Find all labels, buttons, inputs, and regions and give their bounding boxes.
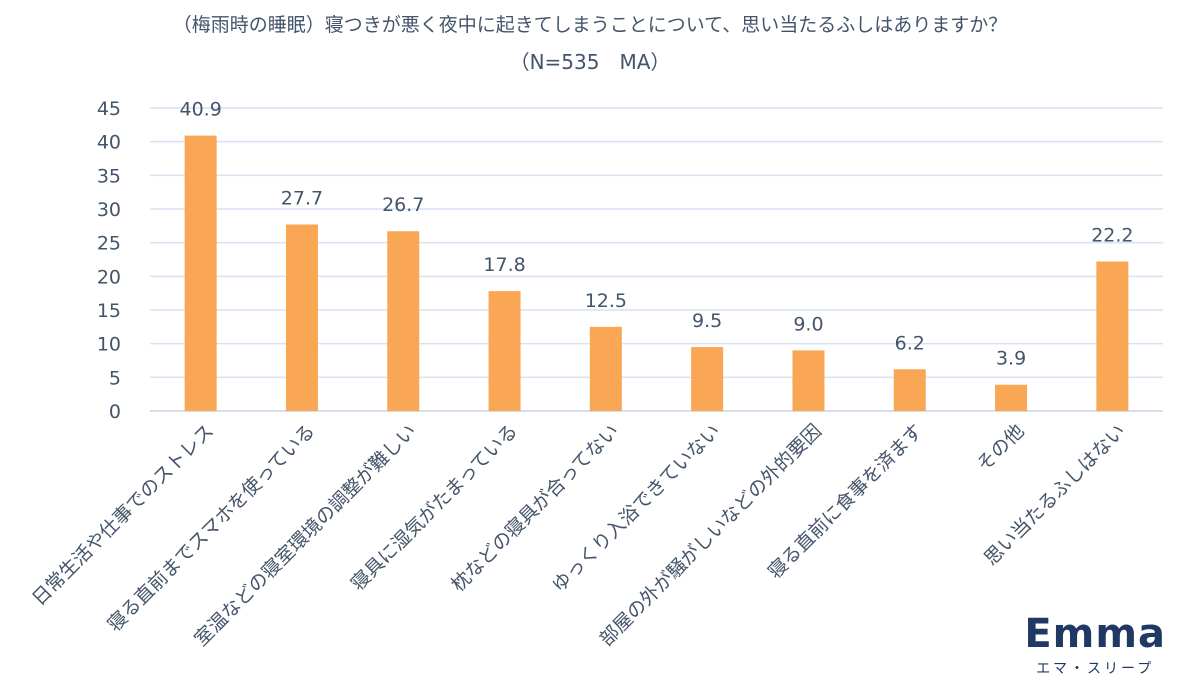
category-label: 部屋の外が騒がしいなどの外的要因 bbox=[595, 420, 826, 651]
value-label: 22.2 bbox=[1091, 225, 1133, 247]
value-label: 17.8 bbox=[483, 254, 525, 276]
value-label: 27.7 bbox=[281, 187, 323, 209]
category-label: 室温などの寝室環境の調整が難しい bbox=[190, 420, 421, 651]
bar bbox=[792, 350, 825, 411]
y-tick-label: 40 bbox=[97, 132, 121, 154]
bar bbox=[691, 347, 724, 411]
category-label: 日常生活や仕事でのストレス bbox=[28, 420, 218, 610]
value-label: 3.9 bbox=[996, 348, 1026, 370]
value-label: 9.0 bbox=[793, 313, 823, 335]
bar bbox=[285, 224, 318, 411]
chart-subtitle: （N=535 MA） bbox=[509, 50, 671, 74]
value-label: 9.5 bbox=[692, 310, 722, 332]
chart-title: （梅雨時の睡眠）寝つきが悪く夜中に起きてしまうことについて、思い当たるふしはあり… bbox=[172, 14, 1008, 36]
category-label: その他 bbox=[973, 420, 1029, 476]
y-tick-label: 45 bbox=[97, 98, 121, 120]
category-label: 寝具に湿気がたまっている bbox=[347, 420, 522, 595]
y-tick-label: 20 bbox=[97, 266, 121, 288]
value-label: 40.9 bbox=[179, 99, 221, 121]
category-label: 寝る直前までスマホを使っている bbox=[103, 420, 319, 636]
bar bbox=[488, 291, 521, 411]
y-tick-label: 35 bbox=[97, 165, 121, 187]
brand-subtitle: エマ・スリープ bbox=[1036, 661, 1155, 677]
y-tick-label: 0 bbox=[109, 401, 121, 423]
value-label: 12.5 bbox=[585, 290, 627, 312]
y-tick-label: 5 bbox=[109, 367, 121, 389]
brand-logo: Emma エマ・スリープ bbox=[1024, 614, 1166, 678]
bar bbox=[995, 384, 1028, 411]
bar bbox=[589, 326, 622, 411]
category-label: 枕などの寝具が合ってない bbox=[447, 420, 623, 596]
value-label: 26.7 bbox=[382, 194, 424, 216]
y-tick-label: 15 bbox=[97, 300, 121, 322]
brand-logo-text: Emma bbox=[1024, 611, 1166, 657]
value-label: 6.2 bbox=[895, 332, 925, 354]
y-tick-label: 25 bbox=[97, 233, 121, 255]
bar bbox=[893, 369, 926, 411]
y-tick-label: 10 bbox=[97, 334, 121, 356]
category-label: ゆっくり入浴できていない bbox=[548, 420, 725, 597]
y-tick-label: 30 bbox=[97, 199, 121, 221]
bar bbox=[387, 231, 420, 411]
bar bbox=[184, 135, 217, 411]
bar bbox=[1096, 261, 1129, 411]
